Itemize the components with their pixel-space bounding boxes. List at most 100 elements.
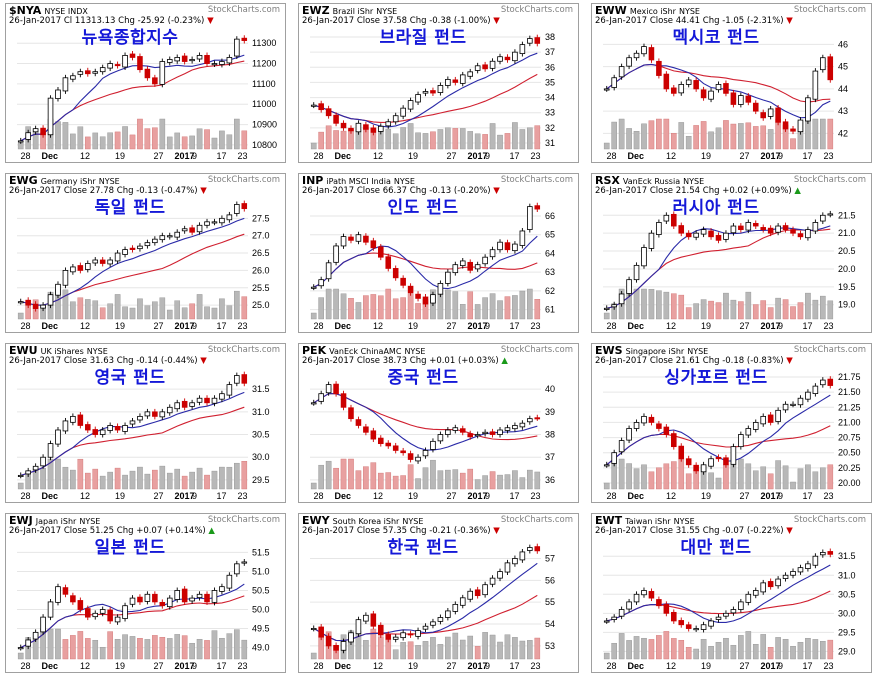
volume-bar <box>310 312 317 320</box>
y-tick-label: 26.5 <box>252 248 270 258</box>
close-label: Close <box>63 356 88 366</box>
candle-body <box>40 456 46 467</box>
volume-bar <box>489 123 496 150</box>
volume-bar <box>152 635 158 660</box>
stockcharts-watermark: StockCharts.com <box>207 175 280 185</box>
x-tick-label: 12 <box>666 661 676 671</box>
chart-panel-ewj[interactable]: 51.5 51.0 50.5 50.0 49.5 49.0 28 Dec 12 19 27 2017 9… <box>5 513 286 673</box>
chart-panel-ewz[interactable]: 38 37 36 35 34 33 32 31 28 Dec 12 19 27 2017 9 17 23 EWZ … <box>298 3 579 163</box>
chart-panel-rsx[interactable]: 21.5 21.0 20.5 20.0 19.5 19.0 28 Dec 12 19 27 2017 9… <box>591 173 872 333</box>
volume-bar <box>633 131 640 150</box>
volume-bar <box>445 127 451 150</box>
volume-bar <box>459 472 466 490</box>
x-tick-label: 28 <box>607 151 617 161</box>
candle-body <box>430 440 436 450</box>
volume-bar <box>708 131 714 150</box>
y-tick-label: 10800 <box>252 140 277 150</box>
volume-bar <box>648 288 655 320</box>
ticker-symbol: EWJ <box>9 514 33 527</box>
volume-bar <box>55 458 61 490</box>
change-value: -0.38 (-1.00%) <box>429 16 491 26</box>
y-tick-label: 20.50 <box>838 448 861 458</box>
volume-bar <box>482 475 488 490</box>
candle-body <box>32 128 39 133</box>
volume-bar <box>626 128 632 150</box>
candle-body <box>70 415 76 423</box>
y-tick-label: 50.5 <box>252 585 270 595</box>
chart-panel-ews[interactable]: 21.75 21.50 21.25 21.00 20.75 20.50 20.25 20.00… <box>591 343 872 503</box>
chart-panel-ewu[interactable]: 31.5 31.0 30.5 30.0 29.5 28 Dec 12 19 27 2017 9 17 23… <box>5 343 286 503</box>
candle-body <box>452 427 459 431</box>
candle-body <box>152 411 158 417</box>
close-value: 51.25 <box>89 526 115 536</box>
candle-body <box>378 125 384 132</box>
y-tick-label: 42 <box>838 128 848 138</box>
candle-body <box>760 582 766 593</box>
volume-bar <box>452 128 459 150</box>
candle-body <box>611 304 617 308</box>
candle-body <box>407 633 414 636</box>
chart-header: EWU UK iShares NYSE <box>9 344 108 357</box>
candle-body <box>708 90 714 100</box>
y-tick-label: 45 <box>838 62 848 72</box>
volume-bar <box>77 631 84 660</box>
candle-body <box>745 222 752 231</box>
candle-body <box>17 647 24 650</box>
volume-bar <box>122 306 128 320</box>
volume-bar <box>715 127 722 150</box>
candle-body <box>400 632 406 639</box>
candle-body <box>430 90 436 94</box>
candle-body <box>633 422 640 429</box>
price-summary: 26-Jan-2017 Close 21.61 Chg -0.18 (-0.83… <box>595 356 793 366</box>
chart-panel-inp[interactable]: 66 65 64 63 62 61 28 Dec 12 19 27 2017 9 17 23 INP iPat… <box>298 173 579 333</box>
chart-panel-ewy[interactable]: 57 56 55 54 53 28 Dec 12 19 27 2017 9 17 23 EWY South … <box>298 513 579 673</box>
y-tick-label: 30.0 <box>838 608 856 618</box>
candle-body <box>459 428 466 433</box>
candle-body <box>378 246 384 258</box>
candle-body <box>812 222 819 232</box>
chart-panel-ewt[interactable]: 31.5 31.0 30.5 30.0 29.5 29.0 28 Dec 12 19 27 2017 9… <box>591 513 872 673</box>
volume-bar <box>333 130 339 150</box>
y-tick-label: 31.5 <box>838 551 856 561</box>
volume-bar <box>422 641 429 660</box>
x-tick-label: Dec <box>335 491 352 501</box>
volume-bar <box>445 636 451 660</box>
volume-bar <box>715 477 722 490</box>
candle-body <box>181 588 188 603</box>
candle-body <box>760 415 766 425</box>
chart-svg: 31.5 31.0 30.5 30.0 29.5 29.0 28 Dec 12 19 27 20179… <box>591 513 872 673</box>
change-label: Chg <box>409 526 427 536</box>
volume-bar <box>519 477 526 490</box>
chart-panel-ewg[interactable]: 27.5 27.0 26.5 26.0 25.5 25.0 28 Dec 12 19 27 2017 9… <box>5 173 286 333</box>
x-tick-label: 28 <box>314 151 324 161</box>
ticker-symbol: EWU <box>9 344 38 357</box>
volume-bar <box>363 295 369 320</box>
y-tick-label: 37 <box>545 452 555 462</box>
chart-svg: 21.5 21.0 20.5 20.0 19.5 19.0 28 Dec 12 19 27 20179… <box>591 173 872 333</box>
volume-bar <box>519 129 526 150</box>
x-tick-label: 19 <box>408 151 418 161</box>
candle-body <box>752 422 759 430</box>
candle-body <box>723 457 729 466</box>
candle-body <box>738 225 744 231</box>
volume-bar <box>504 634 511 660</box>
x-tick-label: 19 <box>115 661 125 671</box>
candle-body <box>62 77 69 92</box>
chart-panel-pek[interactable]: 40 39 38 37 36 28 Dec 12 19 27 2017 9 17 23 PEK VanEck… <box>298 343 579 503</box>
volume-bar <box>805 464 811 490</box>
change-label: Chg <box>702 16 720 26</box>
volume-bar <box>84 638 91 660</box>
change-label: Chg <box>702 186 720 196</box>
volume-bar <box>723 292 729 320</box>
chart-panel-nya[interactable]: 11300 11200 11100 11000 10900 10800 28 Dec 12 19 2… <box>5 3 286 163</box>
volume-bar <box>730 299 737 320</box>
volume-bar <box>723 464 729 490</box>
candle-body <box>159 411 166 418</box>
volume-bar <box>84 472 91 490</box>
chart-panel-eww[interactable]: 46 45 44 43 42 28 Dec 12 19 27 2017 9 17 23 EWW Mexico… <box>591 3 872 163</box>
volume-bar <box>678 639 685 660</box>
volume-bar <box>415 478 421 490</box>
candle-body <box>467 261 473 271</box>
x-tick-label: 2017 <box>761 661 781 671</box>
x-tick-label: 19 <box>408 661 418 671</box>
